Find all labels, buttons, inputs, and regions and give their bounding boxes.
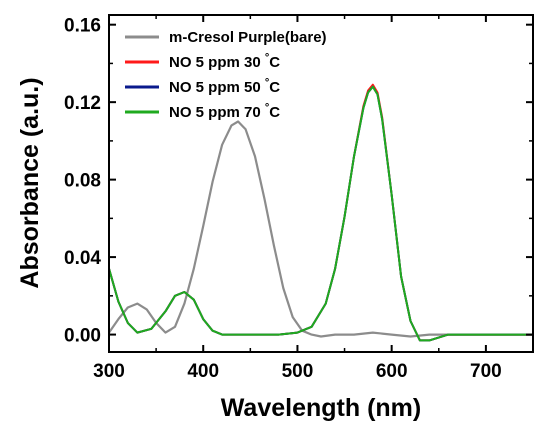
series-layer (108, 83, 533, 342)
y-tick-label: 0.04 (64, 248, 101, 269)
x-tick-label: 400 (187, 361, 219, 382)
x-tick-label: 700 (470, 361, 502, 382)
y-tick-label: 0.12 (64, 93, 101, 114)
x-tick-label: 500 (282, 361, 314, 382)
legend-label-0: m-Cresol Purple(bare) (169, 29, 327, 46)
legend-label-2: NO 5 ppm 50 °C (169, 77, 280, 96)
legend: m-Cresol Purple(bare) NO 5 ppm 30 °C NO 5 … (125, 29, 327, 121)
x-axis-title: Wavelength (nm) (221, 394, 421, 422)
y-tick-label: 0.08 (64, 171, 101, 192)
legend-label-1: NO 5 ppm 30 °C (169, 52, 280, 71)
y-tick-label: 0.16 (64, 16, 101, 37)
ticks-layer: 300 400 500 600 700 0.00 0.04 0.08 0.12 0.16 (64, 15, 533, 382)
series-line-3 (108, 85, 533, 342)
legend-label-3: NO 5 ppm 70 °C (169, 102, 280, 121)
y-axis-title: Absorbance (a.u.) (16, 77, 44, 288)
x-tick-label: 600 (376, 361, 408, 382)
plot-frame (108, 14, 534, 353)
series-line-2 (108, 85, 533, 342)
series-line-1 (108, 83, 533, 342)
x-tick-label: 300 (93, 361, 125, 382)
series-line-0 (108, 120, 533, 338)
y-tick-label: 0.00 (64, 326, 101, 347)
